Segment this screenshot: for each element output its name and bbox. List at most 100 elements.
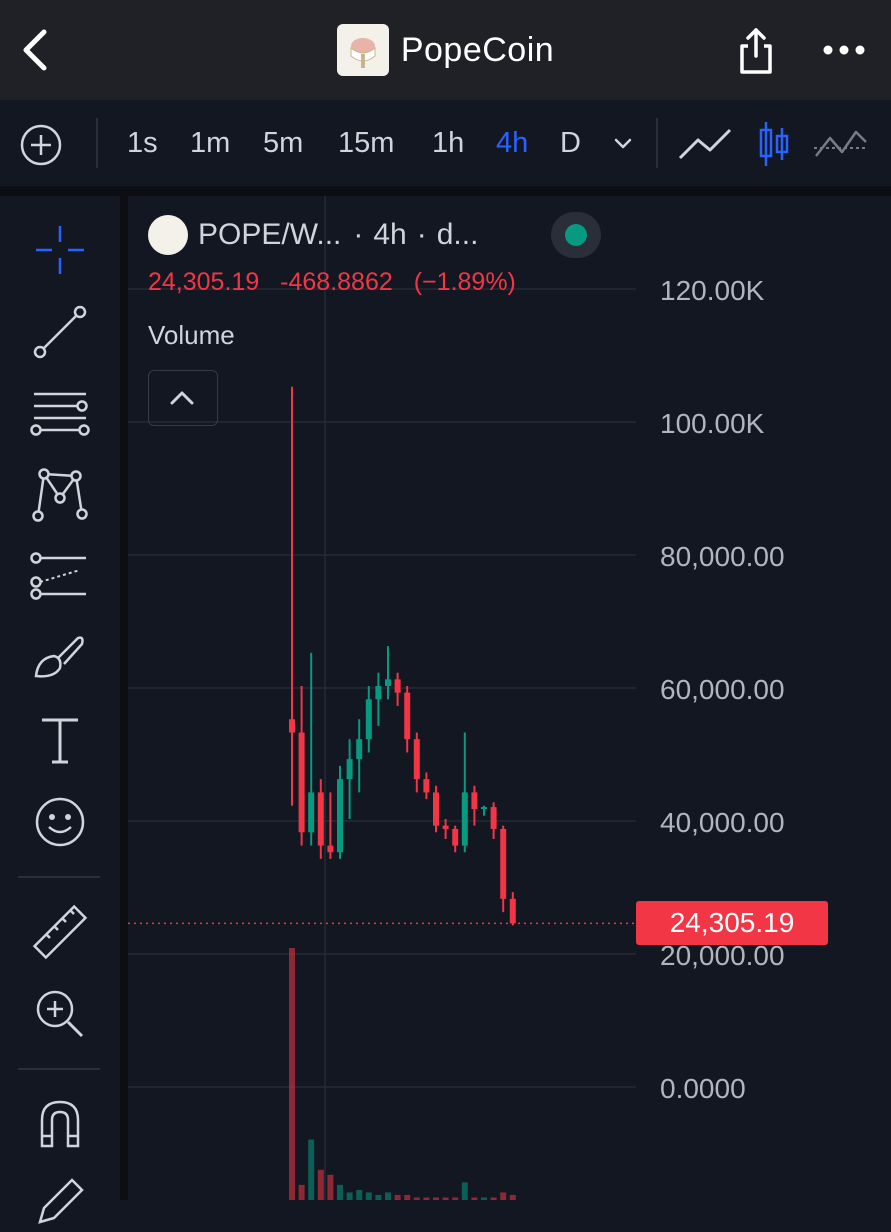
chart-toolbar: 1s 1m 5m 15m 1h 4h D xyxy=(0,100,891,186)
candle-body xyxy=(423,779,430,793)
app-header: PopeCoin xyxy=(0,0,891,100)
candle-body xyxy=(500,828,507,899)
candle-body xyxy=(394,679,401,693)
candle-body xyxy=(375,686,382,700)
chevron-down-icon[interactable] xyxy=(612,134,634,154)
chevron-left-icon[interactable] xyxy=(14,22,58,78)
baseline-icon[interactable] xyxy=(812,122,870,166)
candle-body xyxy=(337,779,343,853)
volume-bar xyxy=(423,1197,430,1200)
timeframe-1h[interactable]: 1h xyxy=(432,126,465,159)
crosshair-icon[interactable] xyxy=(30,220,90,280)
volume-bar xyxy=(327,1174,334,1200)
pope-coin-logo xyxy=(148,215,188,255)
candle-body xyxy=(317,792,324,846)
fib-lines-icon[interactable] xyxy=(30,384,90,444)
candle-body xyxy=(471,792,478,810)
volume-bar xyxy=(509,1194,516,1200)
chart-legend-symbol[interactable]: POPE/W... · 4h · d... xyxy=(148,212,478,258)
candle-body xyxy=(385,679,391,686)
volume-bar xyxy=(346,1192,353,1200)
toolbar-divider xyxy=(656,118,658,168)
candlestick-chart[interactable]: 120.00K 100.00K 80,000.00 60,000.00 40,000.0… xyxy=(0,0,891,1200)
chart-pane[interactable] xyxy=(128,196,891,1200)
candle-body xyxy=(490,807,497,829)
toolbar-bottom-border xyxy=(0,186,891,196)
timeframe-5m[interactable]: 5m xyxy=(263,126,304,159)
volume-bar xyxy=(298,1184,305,1200)
volume-bar xyxy=(337,1184,343,1200)
magnet-icon[interactable] xyxy=(30,1094,90,1154)
candle-body xyxy=(433,792,439,826)
candle-body xyxy=(509,898,516,924)
candles-icon[interactable] xyxy=(756,118,792,170)
price-axis-label: 60,000.00 xyxy=(660,674,785,705)
volume-indicator-label[interactable]: Volume xyxy=(148,320,235,350)
volume-bar xyxy=(375,1194,382,1200)
more-horizontal-icon[interactable] xyxy=(820,34,868,66)
candle-body xyxy=(404,692,411,740)
timeframe-4h[interactable]: 4h xyxy=(496,126,529,159)
line-chart-icon[interactable] xyxy=(676,122,736,166)
candle-body xyxy=(327,845,334,853)
volume-bar xyxy=(289,948,295,1200)
timeframe-1m[interactable]: 1m xyxy=(190,126,231,159)
volume-bar xyxy=(500,1192,507,1200)
candle-body xyxy=(413,739,420,780)
emoji-icon[interactable] xyxy=(30,792,90,852)
zoom-in-icon[interactable] xyxy=(30,984,90,1044)
legend-separator: · xyxy=(353,218,364,251)
volume-bar xyxy=(394,1194,401,1200)
collapse-indicators-button[interactable] xyxy=(148,370,218,426)
share-icon[interactable] xyxy=(734,22,778,78)
price-change-pct: (−1.89%) xyxy=(413,268,516,296)
page-title: PopeCoin xyxy=(400,30,555,69)
volume-bar xyxy=(385,1192,391,1200)
price-axis-label: 20,000.00 xyxy=(660,940,785,971)
candle-body xyxy=(289,719,295,733)
price-axis-label: 0.0000 xyxy=(660,1073,746,1104)
prediction-icon[interactable] xyxy=(30,546,90,606)
trend-line-icon[interactable] xyxy=(30,302,90,362)
volume-bar xyxy=(481,1197,487,1200)
timeframe-d[interactable]: D xyxy=(560,126,581,159)
price-axis-label: 100.00K xyxy=(660,408,765,439)
text-icon[interactable] xyxy=(30,710,90,770)
title-group: PopeCoin xyxy=(0,0,891,100)
interval-label: 4h xyxy=(373,218,407,251)
volume-bar xyxy=(404,1194,411,1200)
plus-circle-icon[interactable] xyxy=(18,122,64,168)
sidebar-border xyxy=(120,196,128,1200)
volume-bar xyxy=(317,1169,324,1200)
candle-body xyxy=(442,825,449,829)
volume-bar xyxy=(442,1197,449,1200)
price-change: -468.8862 xyxy=(280,268,393,296)
price-axis-label: 40,000.00 xyxy=(660,807,785,838)
price-change-readout: 24,305.19 -468.8862 (−1.89%) xyxy=(148,268,530,297)
candle-body xyxy=(452,828,459,846)
volume-bar xyxy=(413,1197,420,1200)
market-status-indicator[interactable] xyxy=(551,212,601,258)
pattern-icon[interactable] xyxy=(30,464,90,524)
volume-bar xyxy=(452,1197,459,1200)
ruler-icon[interactable] xyxy=(30,902,90,962)
drawing-sidebar xyxy=(0,196,120,1224)
price-axis-label: 120.00K xyxy=(660,275,765,306)
candle-body xyxy=(356,739,363,760)
brush-icon[interactable] xyxy=(30,628,90,688)
current-price-label: 24,305.19 xyxy=(636,901,828,945)
volume-bar xyxy=(461,1182,468,1200)
pope-coin-logo xyxy=(336,24,389,76)
symbol-name: POPE/W... xyxy=(198,218,342,251)
candle-body xyxy=(365,699,372,740)
candle-body xyxy=(346,759,353,780)
candle-body xyxy=(481,807,487,810)
last-price: 24,305.19 xyxy=(148,268,260,296)
sidebar-divider xyxy=(18,1068,100,1070)
timeframe-15m[interactable]: 15m xyxy=(338,126,395,159)
price-axis-label: 80,000.00 xyxy=(660,541,785,572)
volume-bar xyxy=(308,1139,315,1200)
volume-bar xyxy=(471,1197,478,1200)
candle-body xyxy=(461,792,468,846)
timeframe-1s[interactable]: 1s xyxy=(127,126,158,159)
